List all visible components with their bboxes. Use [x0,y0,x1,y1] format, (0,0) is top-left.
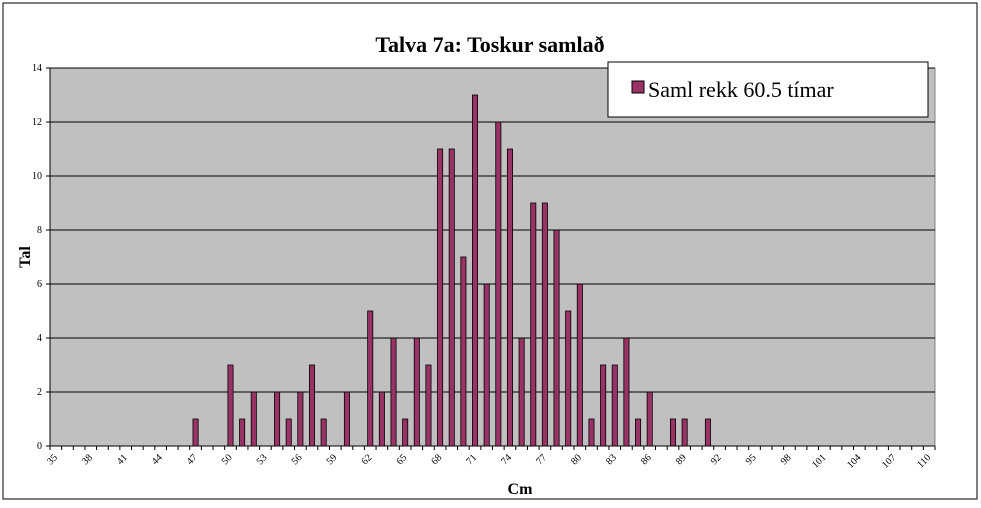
bar [472,94,479,447]
bar [495,121,502,447]
bar [588,418,595,447]
chart-title: Talva 7a: Toskur samlað [375,32,604,57]
bar [413,337,420,447]
bar [309,364,316,447]
y-tick-label: 10 [32,171,42,182]
y-axis-label: Tal [17,246,34,268]
bar [437,148,444,447]
bar [623,337,630,447]
bar [518,337,525,447]
bar [378,391,385,447]
plot-area [49,67,936,447]
bar [635,418,642,447]
bar [553,229,560,447]
y-tick-label: 6 [37,279,42,290]
bar [506,148,513,447]
bar [611,364,618,447]
bar [704,418,711,447]
bar [390,337,397,447]
x-axis-label: Cm [508,481,534,498]
y-tick-label: 2 [37,387,42,398]
bar [483,283,490,447]
y-tick-label: 14 [32,63,42,74]
bar [541,202,548,447]
legend-swatch [631,80,645,94]
bar [669,418,676,447]
bar [565,310,572,447]
bar [192,418,199,447]
bar [448,148,455,447]
y-tick-label: 0 [37,441,42,452]
bar [239,418,246,447]
bar [425,364,432,447]
bar [460,256,467,447]
bar [343,391,350,447]
bar [600,364,607,447]
bar [320,418,327,447]
bar [297,391,304,447]
bar [402,418,409,447]
bar [285,418,292,447]
bar [367,310,374,447]
bar [274,391,281,447]
bar [576,283,583,447]
bar [681,418,688,447]
bar [250,391,257,447]
bar [646,391,653,447]
y-tick-label: 8 [37,225,42,236]
y-tick-label: 12 [32,117,42,128]
legend-label: Saml rekk 60.5 tímar [648,77,834,102]
bar [530,202,537,447]
legend-box [607,61,929,118]
y-tick-label: 4 [37,333,42,344]
bar [227,364,234,447]
